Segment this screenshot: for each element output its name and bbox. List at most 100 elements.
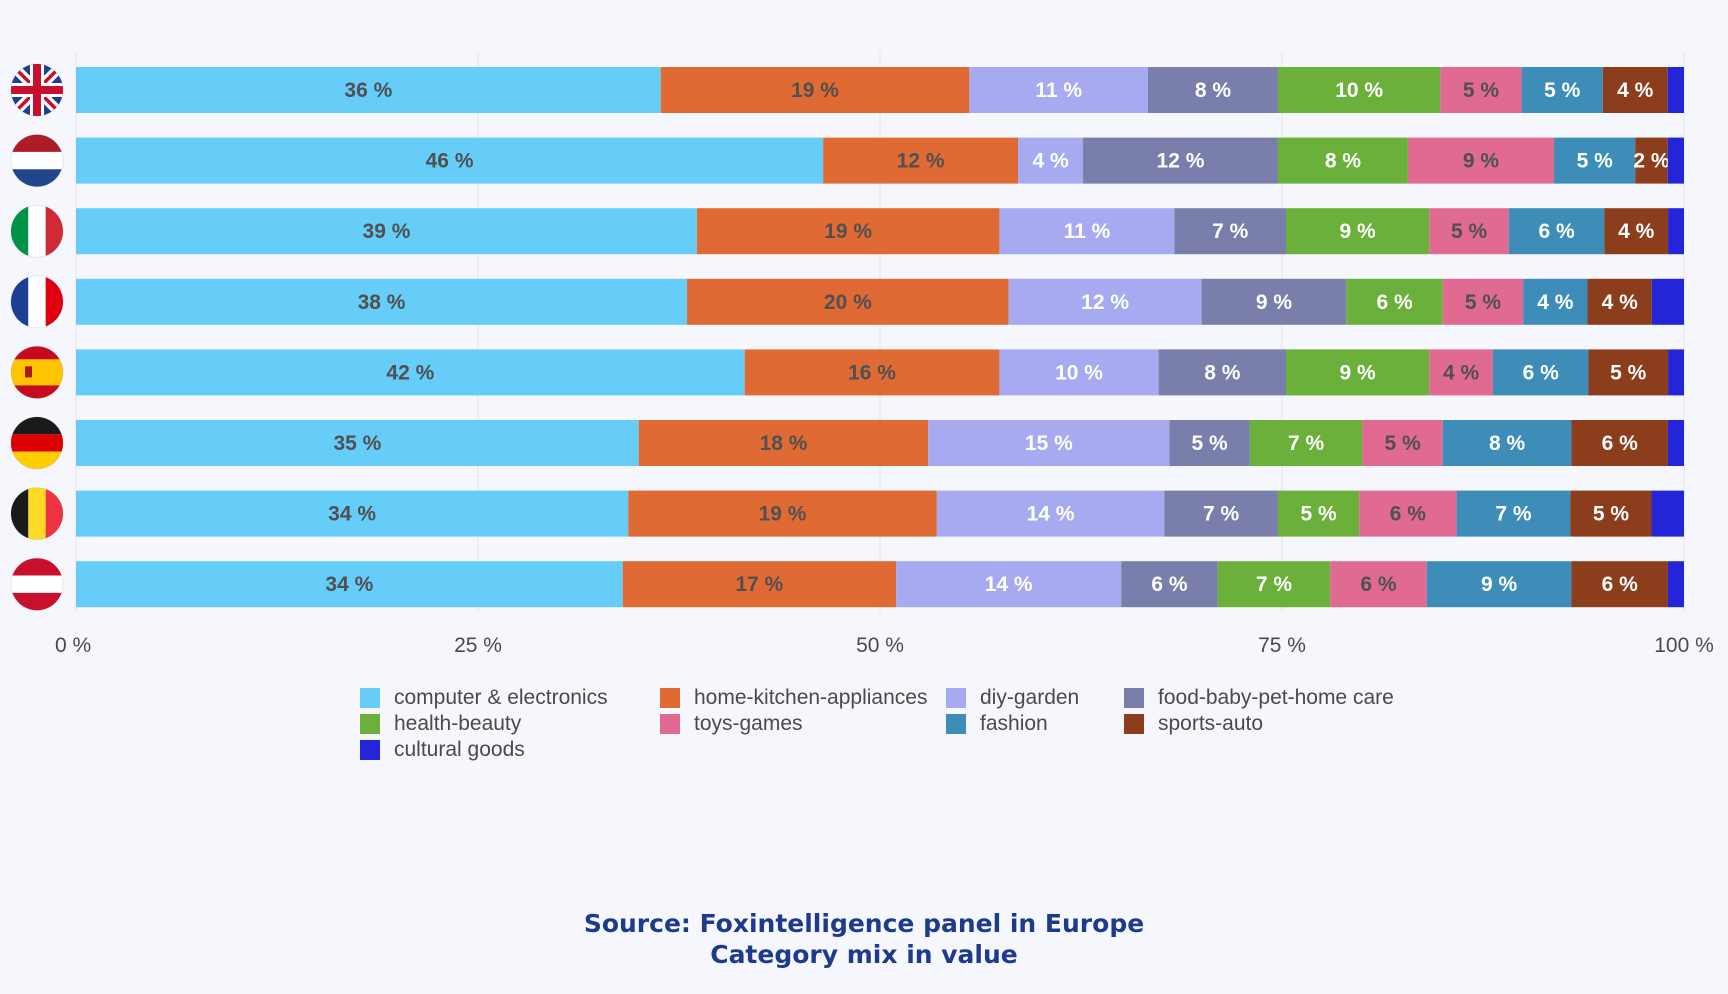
bar-row: 35 % 18 % 15 % 5 % 7 % 5 % 8 % 6 %	[76, 420, 1684, 466]
flag-emblem	[25, 366, 32, 378]
data-label: 35 %	[333, 432, 381, 455]
spain-flag-icon	[11, 346, 63, 399]
stacked-bar-chart: 36 % 19 % 11 % 8 % 10 % 5 % 5 % 4 % 46 % 12 % 4 % 1…	[10, 52, 1714, 657]
germany-flag-icon	[11, 417, 63, 469]
bar-segment	[1249, 420, 1363, 466]
bar-segment	[687, 278, 1009, 325]
data-label: 34 %	[325, 573, 373, 596]
data-label: 9 %	[1481, 573, 1518, 596]
chart-subtitle: Category mix in value	[710, 940, 1018, 969]
bar-segment	[1008, 278, 1202, 325]
bar-segment	[1429, 349, 1493, 396]
bar-segment	[1602, 67, 1668, 113]
flag-outline	[10, 557, 64, 611]
data-label: 5 %	[1593, 503, 1630, 526]
legend-label: computer & electronics	[394, 685, 608, 709]
bar-segment	[76, 208, 697, 255]
bar-segment	[1523, 278, 1588, 325]
data-label: 19 %	[759, 503, 807, 526]
legend-item: home-kitchen-appliances	[660, 686, 946, 709]
data-label: 42 %	[386, 361, 434, 384]
bar-segment	[1651, 278, 1684, 325]
legend-swatch	[360, 739, 380, 760]
bar-segment	[1158, 349, 1286, 396]
bar-segment	[1604, 208, 1669, 255]
flag-band	[11, 151, 63, 170]
data-label: 11 %	[1064, 220, 1111, 243]
legend-swatch	[660, 713, 680, 734]
flag-band	[11, 434, 63, 452]
flag-band	[28, 205, 46, 258]
bar-segment	[1635, 137, 1668, 184]
bar-segment	[76, 490, 629, 537]
bar-segment	[1018, 137, 1084, 184]
data-label: 9 %	[1340, 220, 1377, 243]
data-label: 4 %	[1602, 291, 1639, 314]
data-label: 5 %	[1463, 79, 1500, 102]
legend-label: health-beauty	[394, 711, 522, 735]
legend-swatch	[946, 713, 966, 734]
flag-band	[11, 205, 29, 258]
bar-segment	[1169, 420, 1250, 466]
legend-label: food-baby-pet-home care	[1158, 685, 1394, 709]
data-label: 46 %	[426, 150, 474, 173]
data-label: 19 %	[824, 220, 872, 243]
data-label: 5 %	[1465, 291, 1502, 314]
flag-band	[11, 275, 29, 328]
data-label: 5 %	[1192, 432, 1229, 455]
data-label: 15 %	[1025, 432, 1073, 455]
bar-segment	[622, 561, 897, 608]
flag-outline	[10, 416, 64, 470]
flag-band	[11, 451, 63, 469]
flag-outline	[10, 487, 64, 541]
legend-item: health-beauty	[360, 712, 660, 735]
data-label: 6 %	[1602, 432, 1639, 455]
data-label: 8 %	[1325, 150, 1362, 173]
bar-segment	[1667, 137, 1684, 184]
data-label: 8 %	[1204, 361, 1241, 384]
bar-segment	[660, 67, 970, 113]
bar-segment	[969, 67, 1148, 113]
data-label: 4 %	[1617, 79, 1654, 102]
flag-band	[11, 169, 63, 187]
data-label: 14 %	[1027, 503, 1075, 526]
bar-segment	[1667, 561, 1684, 608]
data-label: 5 %	[1544, 79, 1581, 102]
bar-segment	[1570, 490, 1652, 537]
tick-label: 50 %	[856, 634, 904, 657]
country-flags	[10, 63, 64, 611]
bar-segment	[1442, 278, 1524, 325]
bar-segment	[76, 561, 623, 608]
flag-band	[11, 417, 63, 435]
flag-outline	[10, 63, 64, 117]
data-label: 10 %	[1055, 361, 1103, 384]
data-label: 5 %	[1577, 150, 1614, 173]
legend-item: computer & electronics	[360, 686, 660, 709]
bar-segment	[1667, 67, 1684, 113]
tick-label: 0 %	[55, 634, 91, 657]
legend-label: home-kitchen-appliances	[694, 685, 928, 709]
flag-band	[28, 275, 46, 328]
bar-segment	[1285, 208, 1430, 255]
bar-row: 42 % 16 % 10 % 8 % 9 % 4 % 6 % 5 %	[76, 349, 1684, 396]
data-label: 39 %	[363, 220, 411, 243]
bar-row: 36 % 19 % 11 % 8 % 10 % 5 % 5 % 4 %	[76, 67, 1684, 113]
data-label: 9 %	[1463, 150, 1500, 173]
bar-row: 34 % 19 % 14 % 7 % 5 % 6 % 7 % 5 %	[76, 490, 1684, 537]
bar-segment	[1571, 420, 1668, 466]
bar-segment	[76, 420, 639, 466]
data-label: 36 %	[344, 79, 392, 102]
data-label: 14 %	[985, 573, 1033, 596]
legend-item: sports-auto	[1124, 712, 1424, 735]
data-label: 38 %	[358, 291, 406, 314]
data-label: 9 %	[1340, 361, 1377, 384]
bar-segment	[76, 278, 688, 325]
data-label: 7 %	[1495, 503, 1532, 526]
bar-segment	[1277, 137, 1408, 184]
x-axis: 0 % 25 % 50 % 75 % 100 %	[55, 634, 1714, 657]
data-label: 4 %	[1443, 361, 1480, 384]
bar-segment	[936, 490, 1165, 537]
data-label: 4 %	[1032, 150, 1069, 173]
bar-segment	[1121, 561, 1218, 608]
flag-band	[45, 205, 63, 258]
